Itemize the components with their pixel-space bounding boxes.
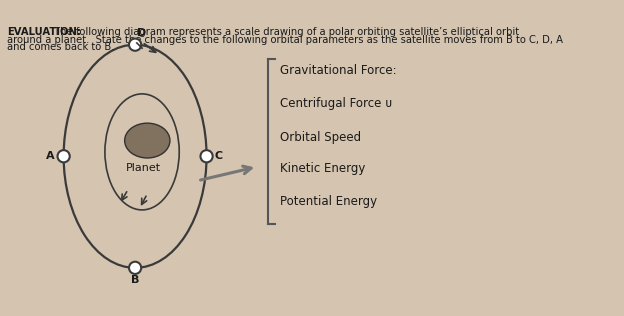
Text: C: C [215, 151, 223, 161]
Text: Orbital Speed: Orbital Speed [280, 131, 361, 143]
Text: Gravitational Force:: Gravitational Force: [280, 64, 396, 77]
Text: A: A [46, 151, 55, 161]
Text: Kinetic Energy: Kinetic Energy [280, 162, 365, 175]
Text: around a planet.  State the changes to the following orbital parameters as the s: around a planet. State the changes to th… [7, 35, 563, 45]
Text: Centrifugal Force ᴜ: Centrifugal Force ᴜ [280, 97, 392, 111]
Circle shape [129, 262, 141, 274]
Circle shape [129, 39, 141, 51]
Text: Potential Energy: Potential Energy [280, 195, 377, 208]
Text: EVALUATION:: EVALUATION: [7, 27, 81, 37]
Text: and comes back to B.: and comes back to B. [7, 42, 114, 52]
Text: D: D [137, 28, 147, 38]
Text: B: B [131, 275, 139, 285]
Text: The following diagram represents a scale drawing of a polar orbiting satellite’s: The following diagram represents a scale… [51, 27, 520, 37]
Ellipse shape [125, 123, 170, 158]
Circle shape [200, 150, 213, 162]
Text: Planet: Planet [126, 163, 162, 173]
Circle shape [57, 150, 70, 162]
